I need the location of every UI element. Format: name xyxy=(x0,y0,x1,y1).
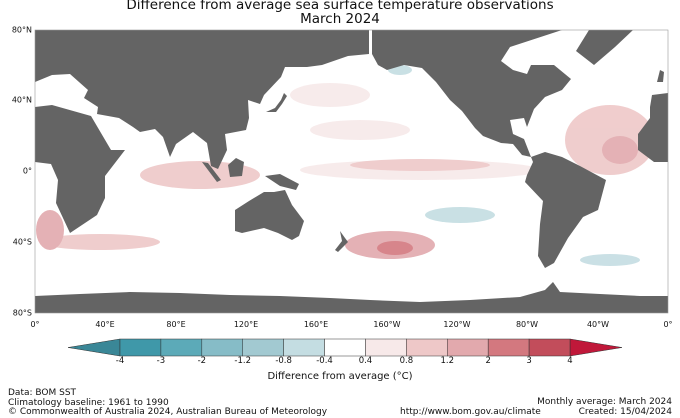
colorbar xyxy=(67,338,623,357)
colorbar-segment xyxy=(242,338,284,357)
lat-label: 40°N xyxy=(11,95,32,105)
new-zealand xyxy=(335,231,348,252)
lon-label: 120°E xyxy=(233,320,259,329)
colorbar-segment xyxy=(487,338,530,357)
greenland xyxy=(576,30,633,65)
south-america xyxy=(525,152,606,268)
chart-title: Difference from average sea surface temp… xyxy=(126,0,554,13)
north-america xyxy=(372,30,571,157)
colorbar-segment xyxy=(201,338,243,357)
colorbar-tick: 0.8 xyxy=(399,356,414,366)
colorbar-over-arrow xyxy=(569,338,623,357)
colorbar-segment xyxy=(365,338,407,357)
lon-label: 40°E xyxy=(95,320,115,329)
colorbar-tick: -3 xyxy=(156,356,166,366)
created-date: Created: 15/04/2024 xyxy=(578,406,672,417)
data-source: Data: BOM SST xyxy=(8,388,77,398)
colorbar-tick: -2 xyxy=(197,356,207,366)
borneo xyxy=(228,158,244,177)
sumatra xyxy=(202,162,221,182)
colorbar-under-arrow xyxy=(67,338,121,357)
west-africa-europe xyxy=(638,93,668,162)
colorbar-tick: -1.2 xyxy=(234,356,252,366)
colorbar-tick: 4 xyxy=(567,356,573,366)
colorbar-tick: -0.8 xyxy=(275,356,292,366)
lon-label: 80°E xyxy=(166,320,186,329)
lon-label: 160°E xyxy=(303,320,329,329)
colorbar-label: Difference from average (°C) xyxy=(267,371,413,382)
lat-label: 40°S xyxy=(12,237,32,247)
japan xyxy=(266,93,287,112)
colorbar-tick: 3 xyxy=(526,356,532,366)
colorbar-segment xyxy=(283,338,325,357)
colorbar-segment xyxy=(447,338,489,357)
anomaly-shading xyxy=(36,35,655,266)
lon-label: 80°W xyxy=(515,320,539,329)
africa-east xyxy=(35,105,125,233)
source-link[interactable]: http://www.bom.gov.au/climate xyxy=(400,407,541,417)
australia xyxy=(235,190,304,240)
colorbar-segment xyxy=(119,338,162,357)
lon-label: 120°W xyxy=(443,320,471,329)
colorbar-tick: 0.4 xyxy=(358,356,373,366)
footer-left: Data: BOM SST Climatology baseline: 1961… xyxy=(8,388,328,418)
britain xyxy=(657,70,664,82)
eurasia xyxy=(35,30,369,169)
colorbar-segment xyxy=(528,338,571,357)
copyright: © Commonwealth of Australia 2024, Austra… xyxy=(8,407,328,417)
lon-label: 160°W xyxy=(373,320,401,329)
colorbar-tick: 1.2 xyxy=(440,356,455,366)
colorbar-tick: 2 xyxy=(485,356,491,366)
lon-label: 40°W xyxy=(586,320,610,329)
chart-subtitle: March 2024 xyxy=(300,11,380,27)
land-masses xyxy=(35,30,668,313)
new-guinea xyxy=(265,174,299,190)
lon-label: 0° xyxy=(30,320,40,329)
lat-label: 80°N xyxy=(11,25,32,35)
lon-label: 0° xyxy=(663,320,673,329)
lat-label: 80°S xyxy=(12,308,32,318)
colorbar-segment xyxy=(160,338,203,357)
baseline: Climatology baseline: 1961 to 1990 xyxy=(8,397,169,408)
lat-label: 0° xyxy=(22,166,32,176)
colorbar-segment xyxy=(324,338,366,357)
monthly-average: Monthly average: March 2024 xyxy=(537,397,672,407)
footer-right: Monthly average: March 2024 Created: 15/… xyxy=(537,397,672,417)
colorbar-segment xyxy=(406,338,448,357)
colorbar-tick: -4 xyxy=(115,356,125,366)
antarctica xyxy=(35,282,668,313)
colorbar-tick: -0.4 xyxy=(316,356,333,366)
